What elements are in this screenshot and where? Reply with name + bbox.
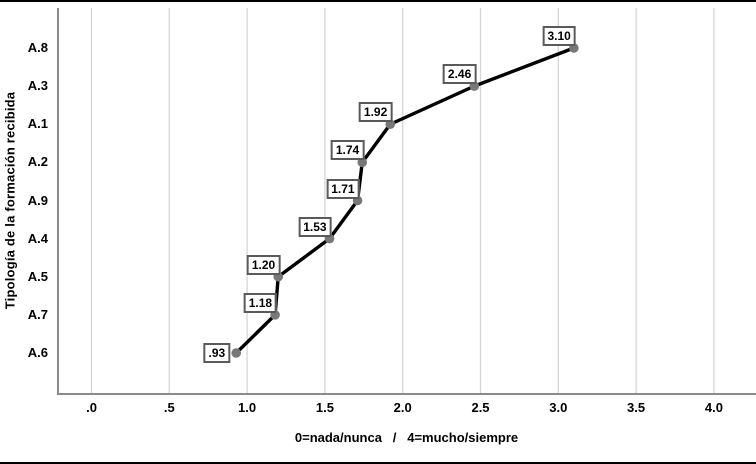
- y-tick-label-A.8: A.8: [27, 40, 48, 55]
- y-tick-label-A.6: A.6: [27, 345, 48, 360]
- y-axis-tick-labels: A.8 A.3 A.1 A.2 A.9 A.4 A.5 A.7 A.6: [0, 8, 50, 395]
- x-axis-title: 0=nada/nunca / 4=mucho/siempre: [294, 430, 519, 445]
- data-point-A.7: [270, 310, 280, 320]
- data-line: [234, 46, 576, 355]
- x-tick-label-.5: .5: [163, 400, 175, 415]
- y-tick-label-A.4: A.4: [27, 230, 48, 246]
- plot-area: 3.10 2.46 1.92 1.74 1.71 1.53 1.20 1.18.93: [57, 8, 756, 395]
- x-tick-label-.0: .0: [86, 400, 97, 415]
- data-point-A.8: [569, 43, 579, 53]
- x-tick-label-2.0: 2.0: [393, 400, 412, 415]
- y-tick-label-A.5: A.5: [27, 268, 48, 284]
- y-tick-label-A.1: A.1: [27, 116, 48, 132]
- data-point-A.6: [231, 348, 242, 358]
- data-point-A.5: [273, 271, 284, 282]
- x-tick-label-2.5: 2.5: [471, 400, 490, 415]
- y-tick-label-A.3: A.3: [27, 78, 48, 94]
- x-tick-label-4.0: 4.0: [704, 400, 723, 415]
- data-point-A.3: [469, 81, 480, 91]
- y-tick-label-A.2: A.2: [27, 154, 48, 170]
- y-tick-label-A.9: A.9: [27, 192, 48, 208]
- y-tick-label-A.7: A.7: [27, 306, 48, 322]
- data-point-A.1: [385, 119, 396, 130]
- x-axis-tick-labels: .0 .5 1.0 1.5 2.0 2.5 3.0 3.5 4.0: [57, 400, 756, 418]
- x-tick-label-1.5: 1.5: [315, 400, 334, 415]
- x-tick-label-3.0: 3.0: [549, 400, 568, 415]
- data-point-A.4: [324, 233, 335, 244]
- data-point-A.9: [352, 195, 363, 206]
- x-tick-label-3.5: 3.5: [627, 400, 646, 415]
- chart-canvas: [57, 8, 756, 395]
- x-tick-label-1.0: 1.0: [238, 400, 257, 415]
- data-point-A.2: [357, 157, 368, 168]
